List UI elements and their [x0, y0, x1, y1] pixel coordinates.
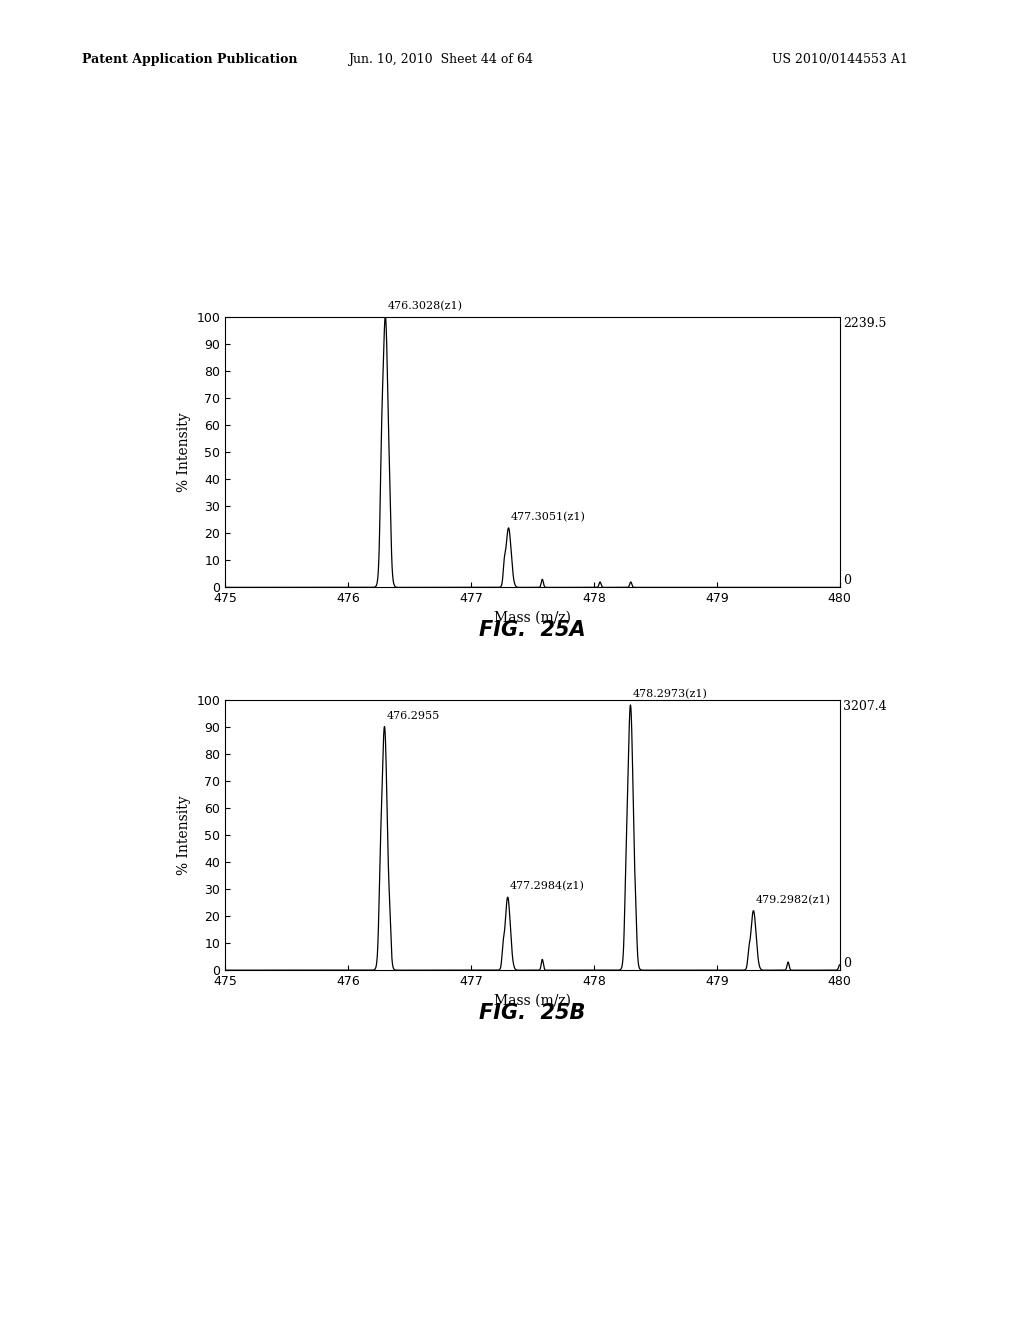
Text: 0: 0: [843, 574, 851, 587]
Text: 0: 0: [843, 957, 851, 970]
Text: 479.2982(z1): 479.2982(z1): [756, 895, 830, 906]
Y-axis label: % Intensity: % Intensity: [177, 795, 191, 875]
Text: 478.2973(z1): 478.2973(z1): [633, 689, 708, 700]
Text: FIG.  25B: FIG. 25B: [479, 1003, 586, 1023]
Text: US 2010/0144553 A1: US 2010/0144553 A1: [772, 53, 907, 66]
Text: Patent Application Publication: Patent Application Publication: [82, 53, 297, 66]
Text: FIG.  25A: FIG. 25A: [479, 620, 586, 640]
X-axis label: Mass (m/z): Mass (m/z): [494, 611, 571, 624]
X-axis label: Mass (m/z): Mass (m/z): [494, 994, 571, 1007]
Y-axis label: % Intensity: % Intensity: [177, 412, 191, 492]
Text: Jun. 10, 2010  Sheet 44 of 64: Jun. 10, 2010 Sheet 44 of 64: [348, 53, 532, 66]
Text: 3207.4: 3207.4: [843, 700, 887, 713]
Text: 2239.5: 2239.5: [843, 317, 886, 330]
Text: 476.3028(z1): 476.3028(z1): [388, 301, 463, 312]
Text: 477.2984(z1): 477.2984(z1): [510, 882, 585, 892]
Text: 477.3051(z1): 477.3051(z1): [511, 512, 586, 523]
Text: 476.2955: 476.2955: [387, 711, 440, 721]
